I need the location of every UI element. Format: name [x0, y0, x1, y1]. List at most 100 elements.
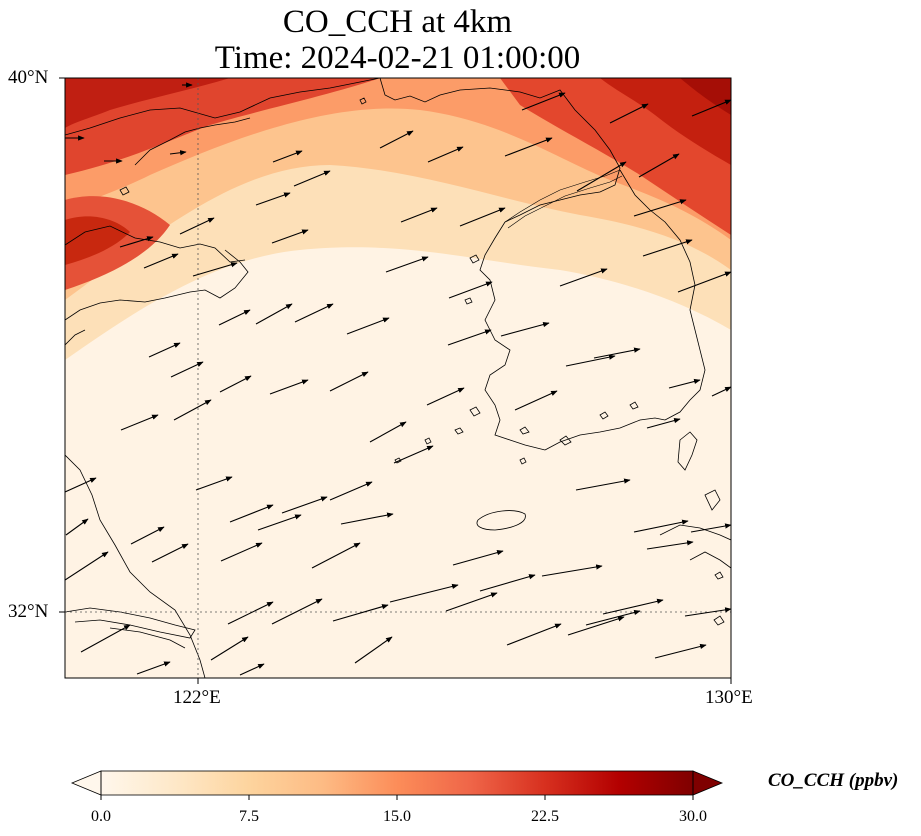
wind-arrow	[170, 361, 204, 378]
wind-arrow	[169, 150, 187, 156]
wind-arrow	[136, 661, 171, 675]
map-title: CO_CCH at 4km	[282, 4, 513, 40]
wind-arrow	[227, 601, 274, 625]
lat-label-40n: 40°N	[8, 67, 49, 88]
wind-arrow	[281, 496, 328, 514]
coastline	[65, 78, 731, 678]
wind-arrow	[255, 303, 293, 325]
wind-arrow	[646, 418, 681, 429]
wind-arrow	[504, 137, 553, 157]
wind-arrow	[294, 303, 334, 323]
wind-arrow	[479, 574, 536, 592]
wind-vectors	[65, 82, 731, 676]
colorbar-extend-max	[692, 770, 724, 796]
wind-arrow	[143, 253, 179, 269]
colorbar-tick-label: 0.0	[91, 808, 111, 825]
wind-arrow	[565, 354, 616, 367]
wind-arrow	[311, 542, 361, 569]
wind-arrow	[148, 342, 181, 358]
co-concentration-field	[65, 78, 731, 678]
colorbar-tick-label: 7.5	[239, 808, 259, 825]
map-frame	[64, 77, 732, 679]
wind-arrow	[385, 256, 429, 273]
wind-arrow	[272, 150, 303, 163]
wind-arrow	[445, 592, 498, 612]
wind-arrow	[426, 387, 465, 406]
wind-arrow	[654, 643, 707, 659]
wind-arrow	[585, 609, 641, 626]
wind-arrow	[602, 598, 664, 615]
wind-arrow	[120, 414, 159, 431]
wind-arrow	[514, 390, 558, 411]
wind-arrow	[329, 481, 373, 501]
wind-arrow	[691, 99, 731, 117]
wind-arrow	[690, 523, 731, 533]
wind-arrow	[151, 543, 189, 563]
wind-arrow	[369, 421, 407, 443]
wind-arrow	[567, 616, 625, 636]
wind-arrow	[332, 604, 389, 622]
colorbar-title: CO_CCH (ppbv)	[768, 770, 899, 791]
wind-arrow	[354, 636, 393, 664]
wind-arrow	[195, 476, 233, 491]
wind-arrow	[677, 271, 731, 293]
wind-arrow	[329, 371, 369, 392]
wind-arrow	[65, 477, 97, 493]
wind-arrow	[541, 564, 603, 577]
wind-arrow	[389, 583, 459, 603]
wind-arrow	[506, 623, 562, 646]
wind-arrow	[218, 309, 251, 326]
wind-arrow	[500, 322, 550, 337]
wind-arrow	[447, 329, 492, 346]
wind-arrow	[609, 103, 649, 124]
wind-arrow	[173, 399, 212, 421]
wind-arrow	[521, 92, 566, 111]
wind-arrow	[130, 526, 165, 545]
wind-arrow	[269, 379, 309, 395]
wind-arrow	[220, 542, 263, 562]
wind-arrow	[80, 624, 131, 653]
colorbar-tick-label: 22.5	[531, 808, 559, 825]
wind-arrow	[65, 518, 89, 536]
wind-arrow	[271, 229, 309, 244]
wind-arrow	[192, 262, 238, 277]
wind-arrow	[459, 207, 506, 227]
wind-arrow	[642, 239, 693, 257]
wind-arrow	[239, 663, 265, 676]
wind-arrow	[119, 236, 154, 248]
colorbar-tick-label: 15.0	[383, 808, 411, 825]
wind-arrow	[393, 445, 434, 464]
wind-arrow	[638, 153, 680, 178]
lat-label-32n: 32°N	[8, 601, 49, 622]
wind-arrow	[646, 540, 694, 550]
colorbar-extend-min	[70, 770, 102, 796]
map-time-title: Time: 2024-02-21 01:00:00	[214, 40, 581, 76]
lon-label-130e: 130°E	[705, 687, 753, 708]
axis-ticks	[59, 77, 732, 684]
wind-arrow	[452, 550, 504, 566]
wind-arrow	[575, 478, 631, 491]
wind-arrow	[65, 551, 109, 581]
wind-arrow	[633, 519, 689, 533]
wind-arrow	[379, 130, 414, 149]
lon-label-122e: 122°E	[173, 687, 221, 708]
wind-arrow	[593, 347, 641, 359]
wind-arrow	[210, 636, 249, 661]
wind-arrow	[668, 378, 701, 389]
wind-arrow	[255, 192, 291, 206]
colorbar	[70, 770, 724, 800]
wind-arrow	[219, 375, 252, 393]
wind-arrow	[179, 217, 215, 235]
wind-arrow	[400, 207, 438, 223]
wind-arrow	[633, 199, 687, 217]
wind-arrow	[293, 170, 331, 187]
wind-arrow	[711, 386, 731, 397]
wind-arrow	[257, 514, 302, 531]
wind-arrow	[448, 281, 493, 299]
gridlines	[65, 78, 731, 678]
wind-arrow	[427, 146, 464, 163]
wind-arrow	[271, 598, 323, 625]
wind-arrow	[229, 504, 274, 523]
wind-arrow	[346, 317, 390, 335]
